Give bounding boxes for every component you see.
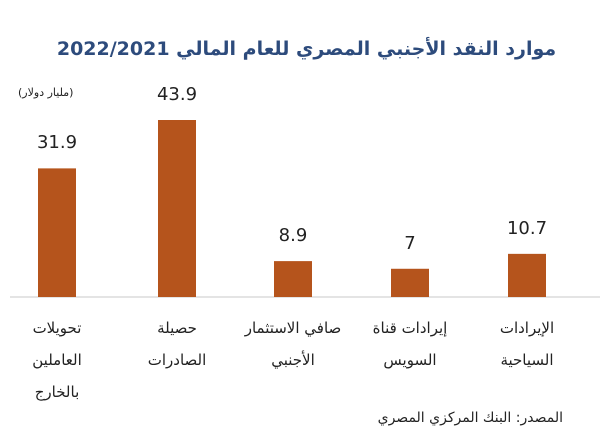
value-label: 10.7 — [506, 217, 548, 239]
category-label: الإيرادات السياحية — [499, 319, 555, 369]
value-label: 43.9 — [156, 84, 198, 105]
bar — [508, 253, 546, 297]
category-label: تحويلات العاملين بالخارج — [32, 319, 82, 401]
value-label: 7 — [404, 232, 416, 254]
value-label: 31.9 — [36, 132, 78, 154]
chart-title: موارد النقد الأجنبي المصري للعام المالي … — [56, 38, 557, 60]
bar — [158, 120, 196, 297]
unit-label: (مليار دولار) — [18, 86, 74, 99]
bar — [38, 168, 76, 297]
value-label: 8.9 — [278, 225, 308, 247]
category-label: صافي الاستثمار الأجنبي — [244, 319, 342, 369]
bar — [391, 268, 429, 297]
category-label: حصيلة الصادرات — [147, 319, 207, 369]
category-label: إيرادات قناة السويس — [372, 319, 448, 369]
source-note: المصدر: البنك المركزي المصري — [377, 410, 563, 426]
bar — [274, 261, 312, 297]
